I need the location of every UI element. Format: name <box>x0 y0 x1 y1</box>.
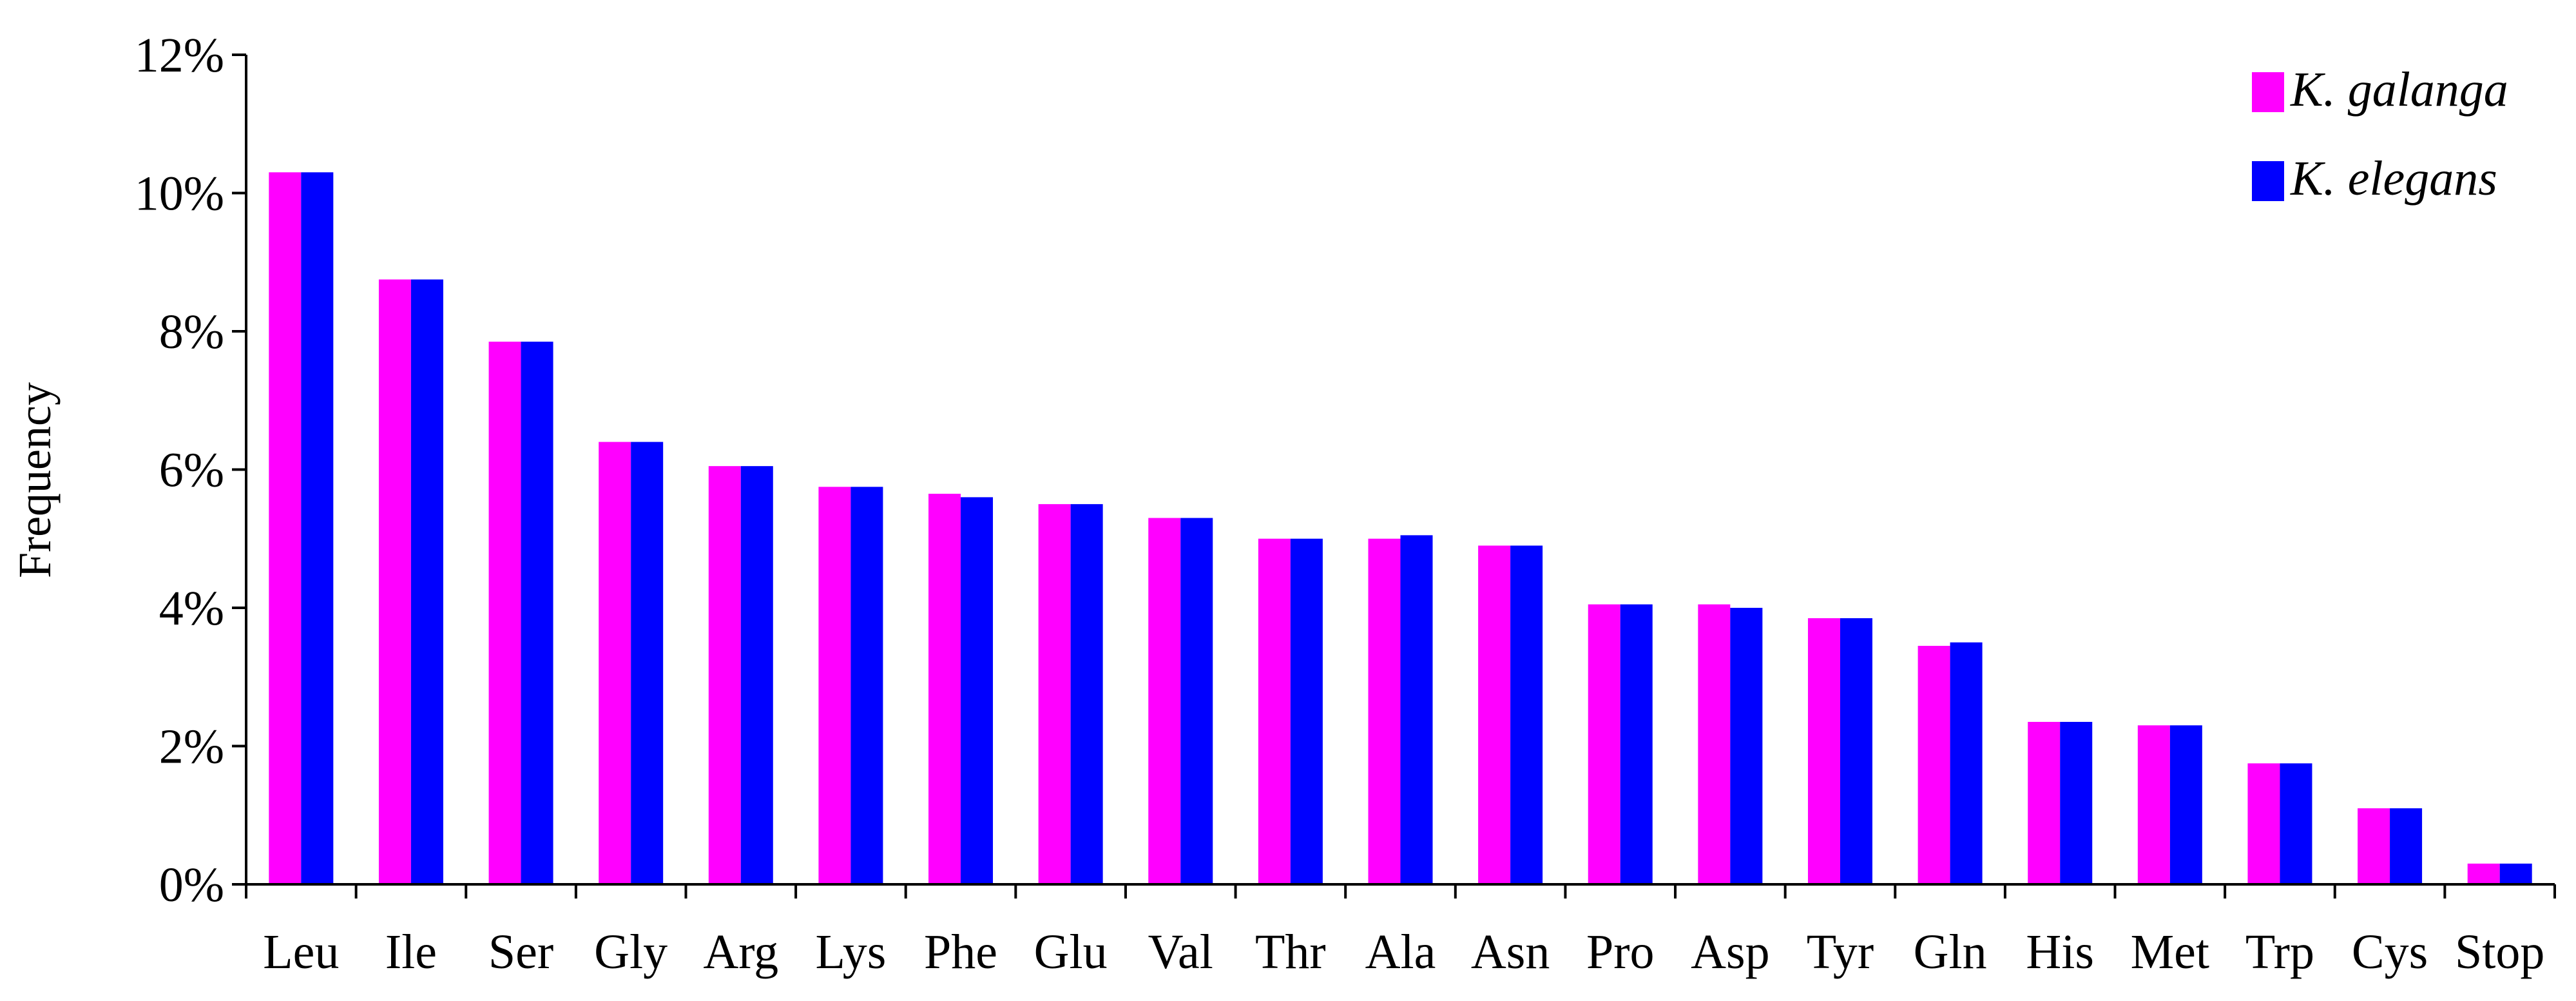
bar-met-series-2 <box>2169 725 2202 884</box>
bar-asp-series-2 <box>1730 608 1763 884</box>
bar-phe-series-1 <box>928 494 961 884</box>
bar-gly-series-2 <box>631 442 664 884</box>
x-tick-label: Stop <box>2455 925 2544 979</box>
x-tick-label: Thr <box>1255 925 1326 979</box>
x-tick-label: Ala <box>1365 925 1436 979</box>
bar-thr-series-2 <box>1290 538 1323 884</box>
y-axis-title: Frequency <box>9 382 61 578</box>
bar-pro-series-1 <box>1588 604 1620 884</box>
x-tick-label: Phe <box>924 925 997 979</box>
bar-val-series-1 <box>1148 518 1181 884</box>
bar-asn-series-1 <box>1478 545 1511 884</box>
x-tick-label: Met <box>2131 925 2209 979</box>
bar-glu-series-1 <box>1038 504 1071 884</box>
x-tick-label: Gln <box>1914 925 1987 979</box>
bar-val-series-2 <box>1180 518 1213 884</box>
bar-ile-series-2 <box>410 279 443 884</box>
y-tick-label: 6% <box>159 443 224 498</box>
bar-tyr-series-2 <box>1840 618 1872 884</box>
x-tick-label: Lys <box>815 925 886 979</box>
x-tick-label: Leu <box>263 925 339 979</box>
x-tick-label: His <box>2026 925 2094 979</box>
bar-asn-series-2 <box>1510 545 1543 884</box>
y-tick-label: 12% <box>135 28 224 83</box>
y-tick-label: 0% <box>159 858 224 912</box>
legend-swatch <box>2252 72 2284 112</box>
bar-cys-series-2 <box>2390 808 2423 884</box>
bar-ser-series-2 <box>521 342 553 884</box>
bar-ser-series-1 <box>488 342 521 884</box>
bar-trp-series-1 <box>2247 763 2280 884</box>
legend-label: K. elegans <box>2290 151 2497 206</box>
bar-arg-series-1 <box>708 466 741 884</box>
bar-stop-series-1 <box>2467 863 2500 884</box>
legend: K. galanga K. elegans <box>2252 63 2508 206</box>
x-tick-label: Arg <box>703 925 778 979</box>
bar-pro-series-2 <box>1620 604 1653 884</box>
x-tick-label: Cys <box>2352 925 2428 979</box>
bar-tyr-series-1 <box>1807 618 1840 884</box>
bar-thr-series-1 <box>1258 538 1291 884</box>
bars-layer <box>269 172 2532 885</box>
bar-ile-series-1 <box>378 279 411 884</box>
bar-leu-series-2 <box>301 172 334 885</box>
bar-gly-series-1 <box>599 442 631 884</box>
x-tick-label: Pro <box>1586 925 1655 979</box>
bar-his-series-2 <box>2060 721 2093 884</box>
bar-ala-series-1 <box>1368 538 1401 884</box>
x-tick-label: Glu <box>1034 925 1108 979</box>
bar-cys-series-1 <box>2358 808 2390 884</box>
bar-ala-series-2 <box>1400 535 1433 884</box>
bar-leu-series-1 <box>269 172 302 885</box>
x-tick-label: Asn <box>1471 925 1550 979</box>
bar-met-series-1 <box>2137 725 2170 884</box>
bar-his-series-1 <box>2028 721 2061 884</box>
bar-phe-series-2 <box>961 497 994 884</box>
y-tick-label: 2% <box>159 720 224 774</box>
bar-asp-series-1 <box>1698 604 1731 884</box>
bar-gln-series-1 <box>1918 645 1950 884</box>
bar-stop-series-2 <box>2499 863 2532 884</box>
bar-gln-series-2 <box>1950 642 1983 884</box>
x-tick-label: Val <box>1148 925 1213 979</box>
axes-layer: 0% 2% 4% 6% 8% 10% 12% Leu Ile Ser Gly Arg Lys Phe Glu… <box>135 28 2556 979</box>
bar-lys-series-2 <box>851 487 883 884</box>
y-tick-label: 10% <box>135 167 224 221</box>
legend-label: K. galanga <box>2290 63 2508 117</box>
x-tick-label: Ser <box>488 925 553 979</box>
x-tick-label: Gly <box>594 925 668 979</box>
y-tick-label: 8% <box>159 305 224 359</box>
bar-lys-series-1 <box>818 487 851 884</box>
y-tick-label: 4% <box>159 581 224 636</box>
bar-glu-series-2 <box>1070 504 1103 884</box>
x-tick-label: Asp <box>1691 925 1769 979</box>
bar-arg-series-2 <box>740 466 773 884</box>
x-tick-label: Tyr <box>1807 925 1874 979</box>
legend-swatch <box>2252 161 2284 201</box>
x-tick-label: Trp <box>2245 925 2314 979</box>
x-tick-label: Ile <box>385 925 437 979</box>
bar-trp-series-2 <box>2280 763 2312 884</box>
